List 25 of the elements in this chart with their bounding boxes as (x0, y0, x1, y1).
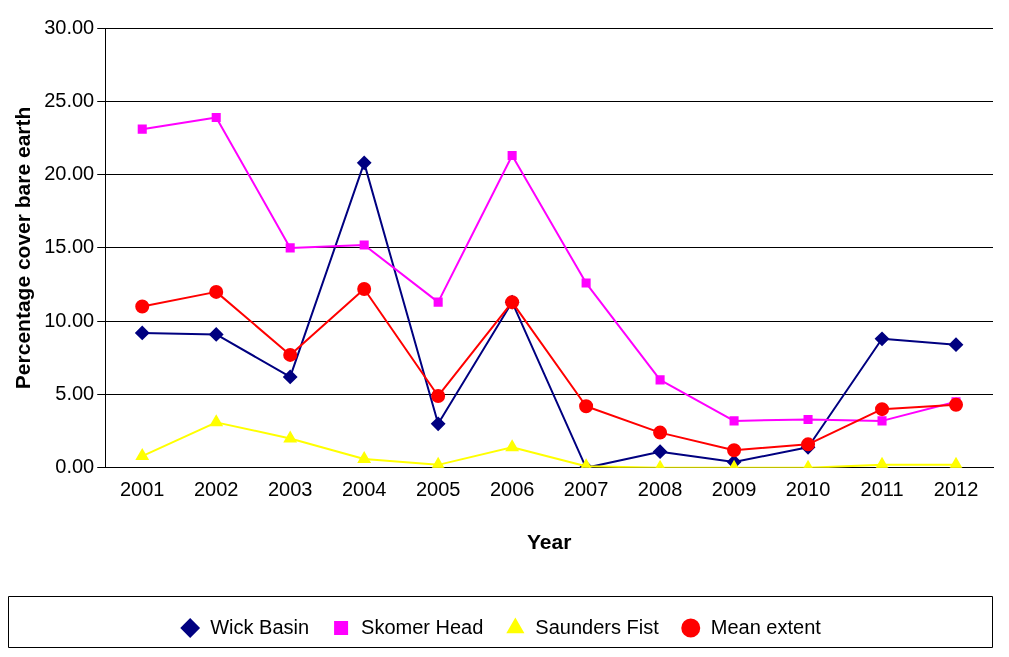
x-tick-label: 2007 (563, 478, 609, 501)
x-tick-label: 2002 (193, 478, 239, 501)
legend-label: Skomer Head (361, 615, 484, 638)
x-tick-label: 2006 (489, 478, 535, 501)
x-tick-label: 2008 (637, 478, 683, 501)
y-tick-label: 5.00 (55, 382, 95, 405)
y-tick-label: 30.00 (44, 15, 95, 38)
y-axis-title: Percentage cover bare earth (11, 106, 35, 390)
x-tick-label: 2004 (341, 478, 387, 501)
y-tick-label: 15.00 (44, 235, 95, 258)
legend-label: Wick Basin (210, 615, 310, 638)
x-tick-label: 2012 (933, 478, 979, 501)
legend-label: Saunders Fist (535, 615, 660, 638)
y-tick-label: 25.00 (44, 88, 95, 111)
x-tick-label: 2011 (860, 478, 904, 501)
x-tick-label: 2005 (415, 478, 461, 501)
y-tick-label: 10.00 (44, 308, 95, 331)
legend-label: Mean extent (710, 615, 822, 638)
x-tick-label: 2003 (267, 478, 313, 501)
y-tick-label: 20.00 (44, 162, 95, 185)
x-tick-label: 2001 (119, 478, 165, 501)
x-tick-label: 2009 (711, 478, 757, 501)
x-tick-label: 2010 (785, 478, 831, 501)
x-axis-title: Year (526, 530, 572, 554)
y-tick-label: 0.00 (55, 455, 95, 478)
